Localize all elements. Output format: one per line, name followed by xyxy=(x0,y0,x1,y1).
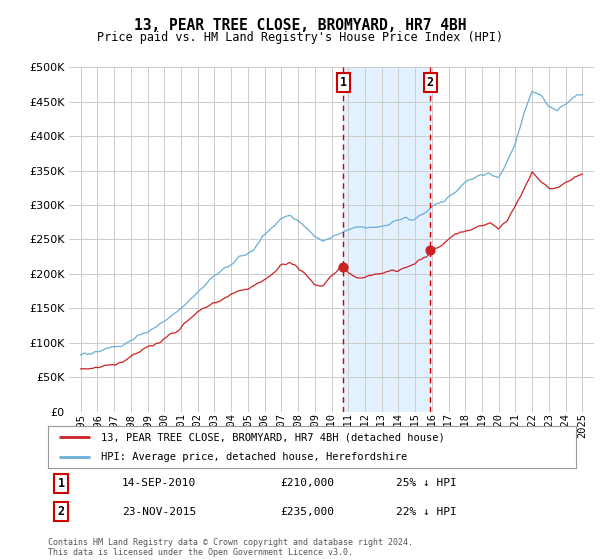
Text: 2: 2 xyxy=(58,505,65,518)
Text: 25% ↓ HPI: 25% ↓ HPI xyxy=(397,478,457,488)
Text: 13, PEAR TREE CLOSE, BROMYARD, HR7 4BH: 13, PEAR TREE CLOSE, BROMYARD, HR7 4BH xyxy=(134,18,466,32)
Text: HPI: Average price, detached house, Herefordshire: HPI: Average price, detached house, Here… xyxy=(101,452,407,462)
Text: 1: 1 xyxy=(340,76,347,89)
Text: £210,000: £210,000 xyxy=(280,478,334,488)
Text: 1: 1 xyxy=(58,477,65,490)
Text: 13, PEAR TREE CLOSE, BROMYARD, HR7 4BH (detached house): 13, PEAR TREE CLOSE, BROMYARD, HR7 4BH (… xyxy=(101,432,445,442)
Text: Contains HM Land Registry data © Crown copyright and database right 2024.
This d: Contains HM Land Registry data © Crown c… xyxy=(48,538,413,557)
Point xyxy=(338,263,348,272)
Text: 23-NOV-2015: 23-NOV-2015 xyxy=(122,507,196,516)
Text: £235,000: £235,000 xyxy=(280,507,334,516)
Point xyxy=(425,245,435,254)
Text: 22% ↓ HPI: 22% ↓ HPI xyxy=(397,507,457,516)
Text: Price paid vs. HM Land Registry's House Price Index (HPI): Price paid vs. HM Land Registry's House … xyxy=(97,31,503,44)
Text: 2: 2 xyxy=(427,76,434,89)
Bar xyxy=(343,67,430,412)
Text: 14-SEP-2010: 14-SEP-2010 xyxy=(122,478,196,488)
